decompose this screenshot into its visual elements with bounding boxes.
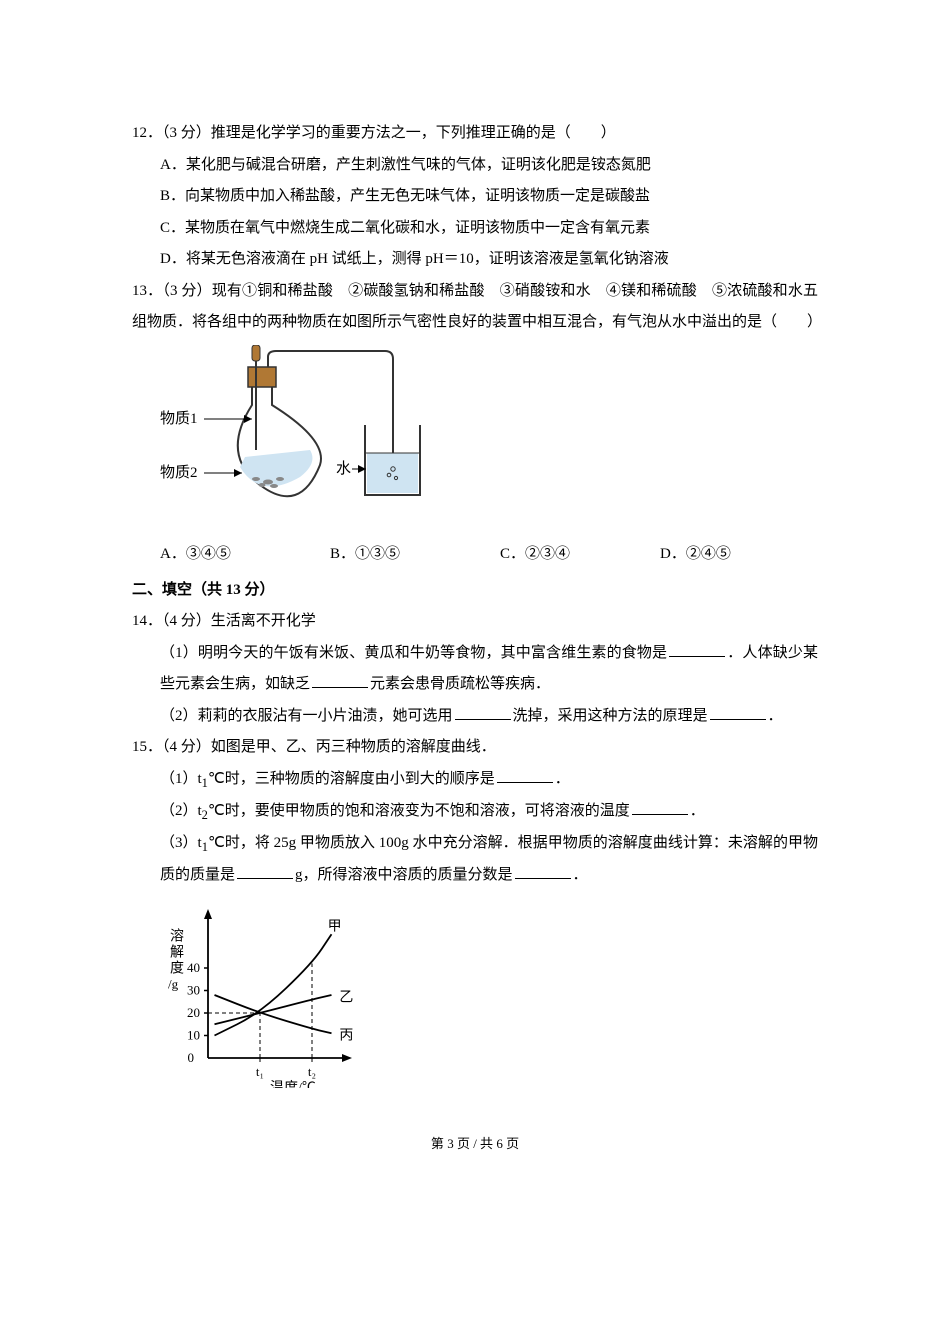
q15-p2b: ℃时，要使甲物质的饱和溶液变为不饱和溶液，可将溶液的温度 xyxy=(208,803,630,819)
fill-blank[interactable] xyxy=(312,672,368,688)
apparatus-figure: 物质1 物质2 水 xyxy=(160,345,818,538)
q12-option-b: B．向某物质中加入稀盐酸，产生无色无味气体，证明该物质一定是碳酸盐 xyxy=(132,181,818,213)
q15-p1c: ． xyxy=(555,771,570,787)
label-subst1: 物质1 xyxy=(160,410,198,427)
svg-text:/g: /g xyxy=(168,976,179,991)
svg-text:乙: 乙 xyxy=(339,989,353,1005)
footer-left: 第 xyxy=(431,1136,447,1151)
q15-p1a: （1）t xyxy=(160,771,202,787)
q15-head: 15．（4 分）如图是甲、乙、丙三种物质的溶解度曲线． xyxy=(132,732,818,764)
fill-blank[interactable] xyxy=(632,799,688,815)
stopper-icon xyxy=(248,367,276,387)
q15-p2a: （2）t xyxy=(160,803,202,819)
fill-blank[interactable] xyxy=(497,767,553,783)
q12-option-a: A．某化肥与碱混合研磨，产生刺激性气味的气体，证明该化肥是铵态氮肥 xyxy=(132,150,818,182)
q13-option-d: D．②④⑤ xyxy=(660,539,731,571)
question-12: 12．（3 分）推理是化学学习的重要方法之一，下列推理正确的是（ ） A．某化肥… xyxy=(132,118,818,276)
svg-text:20: 20 xyxy=(187,1005,200,1020)
q14-p2b: 洗掉，采用这种方法的原理是 xyxy=(513,708,708,724)
label-water: 水 xyxy=(336,460,351,477)
svg-text:甲: 甲 xyxy=(328,919,342,934)
q12-head: 12．（3 分）推理是化学学习的重要方法之一，下列推理正确的是（ ） xyxy=(132,118,818,150)
q15-p1b: ℃时，三种物质的溶解度由小到大的顺序是 xyxy=(208,771,495,787)
svg-text:0: 0 xyxy=(188,1050,195,1065)
q14-head: 14．（4 分）生活离不开化学 xyxy=(132,606,818,638)
q15-p3c: g，所得溶液中溶质的质量分数是 xyxy=(295,867,513,883)
question-13: 13．（3 分）现有①铜和稀盐酸 ②碳酸氢钠和稀盐酸 ③硝酸铵和水 ④镁和稀硫酸… xyxy=(132,276,818,571)
solubility-chart: 0 10 20 30 40 t₁ t₂ 甲乙丙 溶解度/g 温度/℃ xyxy=(160,898,818,1101)
q15-p3: （3）t1℃时，将 25g 甲物质放入 100g 水中充分溶解．根据甲物质的溶解… xyxy=(132,828,818,892)
q13-option-b: B．①③⑤ xyxy=(330,539,500,571)
svg-text:溶: 溶 xyxy=(170,928,184,944)
footer-right: 页 xyxy=(503,1136,519,1151)
fill-blank[interactable] xyxy=(455,704,511,720)
q12-option-d: D．将某无色溶液滴在 pH 试纸上，测得 pH＝10，证明该溶液是氢氧化钠溶液 xyxy=(132,244,818,276)
q13-options: A．③④⑤ B．①③⑤ C．②③④ D．②④⑤ xyxy=(132,539,818,571)
svg-text:t₁: t₁ xyxy=(256,1064,264,1079)
q13-head: 13．（3 分）现有①铜和稀盐酸 ②碳酸氢钠和稀盐酸 ③硝酸铵和水 ④镁和稀硫酸… xyxy=(132,276,818,339)
question-14: 14．（4 分）生活离不开化学 （1）明明今天的午饭有米饭、黄瓜和牛奶等食物，其… xyxy=(132,606,818,732)
svg-text:30: 30 xyxy=(187,982,200,997)
svg-text:t₂: t₂ xyxy=(308,1064,316,1079)
fill-blank[interactable] xyxy=(710,704,766,720)
svg-text:10: 10 xyxy=(187,1027,200,1042)
fill-blank[interactable] xyxy=(237,863,293,879)
section-2-title: 二、填空（共 13 分） xyxy=(132,575,818,607)
q15-p1: （1）t1℃时，三种物质的溶解度由小到大的顺序是． xyxy=(132,764,818,796)
question-15: 15．（4 分）如图是甲、乙、丙三种物质的溶解度曲线． （1）t1℃时，三种物质… xyxy=(132,732,818,1100)
q14-p1c: 元素会患骨质疏松等疾病． xyxy=(370,676,550,692)
svg-text:温度/℃: 温度/℃ xyxy=(270,1080,316,1088)
q15-p3d: ． xyxy=(573,867,588,883)
q14-p2c: ． xyxy=(768,708,783,724)
q14-p1a: （1）明明今天的午饭有米饭、黄瓜和牛奶等食物，其中富含维生素的食物是 xyxy=(160,645,667,661)
q15-p3a: （3）t xyxy=(160,835,202,851)
svg-text:丙: 丙 xyxy=(339,1028,353,1043)
svg-text:度: 度 xyxy=(170,960,184,976)
q13-option-a: A．③④⑤ xyxy=(160,539,330,571)
q14-p2a: （2）莉莉的衣服沾有一小片油渍，她可选用 xyxy=(160,708,453,724)
fill-blank[interactable] xyxy=(669,641,725,657)
q12-option-c: C．某物质在氧气中燃烧生成二氧化碳和水，证明该物质中一定含有氧元素 xyxy=(132,213,818,245)
q13-option-c: C．②③④ xyxy=(500,539,660,571)
page-footer: 第 3 页 / 共 6 页 xyxy=(132,1130,818,1157)
q15-p2: （2）t2℃时，要使甲物质的饱和溶液变为不饱和溶液，可将溶液的温度． xyxy=(132,796,818,828)
footer-mid: 页 / 共 xyxy=(454,1136,497,1151)
svg-text:40: 40 xyxy=(187,960,200,975)
svg-text:解: 解 xyxy=(170,944,184,960)
fill-blank[interactable] xyxy=(515,863,571,879)
q14-p1: （1）明明今天的午饭有米饭、黄瓜和牛奶等食物，其中富含维生素的食物是．人体缺少某… xyxy=(132,638,818,701)
q15-p2c: ． xyxy=(690,803,705,819)
dropper-bulb-icon xyxy=(252,345,260,361)
q14-p2: （2）莉莉的衣服沾有一小片油渍，她可选用 洗掉，采用这种方法的原理是 ． xyxy=(132,701,818,733)
label-subst2: 物质2 xyxy=(160,464,198,481)
